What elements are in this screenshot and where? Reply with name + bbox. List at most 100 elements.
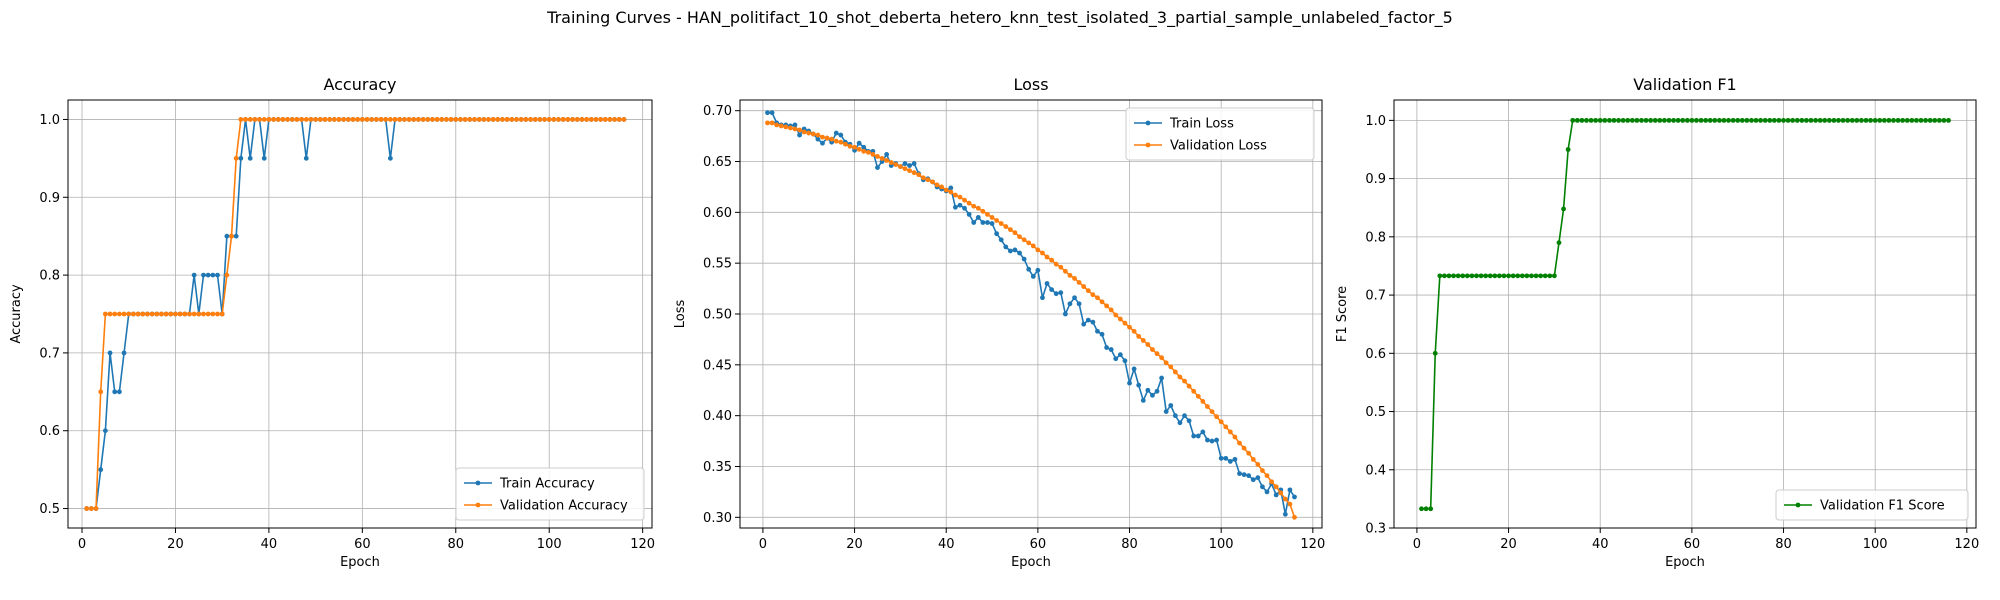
data-point: [925, 177, 931, 183]
y-tick-label: 0.4: [1365, 463, 1386, 478]
data-point: [1282, 496, 1288, 502]
data-point: [870, 151, 876, 157]
data-point: [1877, 117, 1883, 123]
data-point: [1506, 273, 1511, 279]
data-point: [1058, 290, 1064, 296]
data-point: [875, 154, 880, 159]
data-point: [518, 117, 524, 122]
data-point: [1223, 424, 1229, 430]
data-point: [1012, 247, 1018, 253]
data-point: [121, 311, 127, 317]
data-point: [1918, 117, 1924, 123]
data-point: [833, 130, 839, 136]
data-point: [852, 144, 857, 150]
data-point: [1946, 117, 1951, 123]
y-tick-label: 0.8: [39, 269, 60, 284]
data-point: [579, 117, 585, 122]
data-point: [865, 149, 871, 155]
data-point: [1030, 273, 1036, 279]
y-tick-label: 0.65: [703, 155, 732, 170]
data-point: [102, 311, 108, 317]
legend-marker: [1795, 502, 1801, 508]
data-point: [430, 117, 435, 122]
data-point: [1255, 475, 1261, 481]
data-point: [364, 117, 370, 122]
data-point: [387, 155, 393, 161]
data-point: [401, 117, 407, 122]
data-point: [163, 311, 169, 317]
legend-label: Validation F1 Score: [1820, 499, 1945, 514]
data-point: [289, 117, 295, 122]
data-point: [341, 117, 347, 122]
data-point: [266, 117, 272, 122]
data-point: [1030, 243, 1036, 249]
data-point: [975, 205, 981, 211]
data-point: [252, 117, 258, 122]
data-point: [1836, 117, 1841, 123]
data-point: [902, 166, 908, 172]
data-point: [1826, 117, 1832, 123]
data-point: [792, 122, 798, 128]
data-point: [1597, 117, 1603, 123]
data-point: [1195, 433, 1201, 439]
data-point: [1241, 472, 1247, 478]
data-point: [920, 175, 926, 181]
data-point: [1542, 273, 1548, 279]
data-point: [1625, 117, 1631, 123]
data-point: [1278, 490, 1284, 496]
data-point: [201, 311, 206, 317]
data-point: [888, 160, 894, 165]
data-point: [1616, 117, 1621, 123]
data-point: [1794, 117, 1800, 123]
data-point: [607, 117, 613, 122]
data-point: [1104, 303, 1110, 309]
data-point: [1510, 273, 1516, 279]
data-point: [1492, 273, 1498, 279]
plot-frame: [1393, 99, 1977, 529]
data-point: [847, 143, 853, 149]
data-point: [820, 134, 825, 140]
data-point: [1017, 250, 1022, 256]
data-point: [98, 389, 104, 395]
data-point: [1694, 117, 1699, 123]
data-point: [116, 311, 122, 317]
data-point: [565, 117, 571, 122]
data-point: [532, 117, 538, 122]
data-point: [1900, 117, 1906, 123]
chart-accuracy: 0 20 40 60 80 100 120 0.5 0.6 0.7 0.8 0.9 1.0 Accurac…: [9, 75, 655, 570]
data-point: [1487, 273, 1493, 279]
data-point: [1195, 393, 1201, 399]
data-point: [313, 117, 319, 122]
data-point: [879, 156, 885, 161]
data-point: [1072, 276, 1077, 281]
data-point: [187, 311, 192, 317]
data-point: [247, 155, 253, 161]
data-point: [299, 117, 304, 122]
data-point: [490, 117, 496, 122]
data-point: [121, 350, 127, 356]
data-point: [1428, 506, 1434, 512]
data-point: [815, 136, 821, 142]
data-point: [1849, 117, 1855, 123]
data-point: [1712, 117, 1718, 123]
data-point: [939, 184, 945, 190]
data-point: [514, 117, 519, 122]
data-point: [1117, 316, 1123, 322]
data-point: [215, 311, 220, 317]
data-point: [1551, 273, 1557, 279]
data-point: [1287, 501, 1293, 507]
y-tick-label: 0.3: [1365, 522, 1386, 537]
data-point: [233, 155, 239, 161]
x-tick-label: 120: [630, 537, 655, 552]
data-point: [1565, 147, 1571, 152]
data-point: [1227, 459, 1233, 464]
x-tick-label: 40: [938, 537, 955, 552]
x-tick-label: 20: [846, 537, 863, 552]
data-point: [1159, 375, 1165, 381]
data-point: [1584, 117, 1589, 123]
data-point: [829, 136, 835, 142]
data-point: [1437, 273, 1443, 279]
data-point: [1483, 273, 1489, 279]
data-point: [1515, 273, 1521, 279]
data-point: [331, 117, 337, 122]
